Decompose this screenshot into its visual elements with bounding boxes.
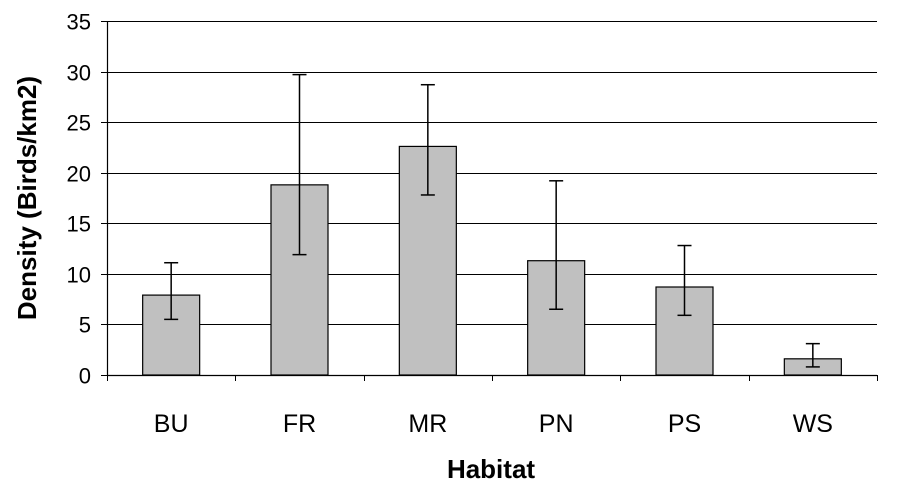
x-tick-label: FR — [283, 410, 316, 438]
x-tick-label: PS — [668, 410, 701, 438]
x-axis-title: Habitat — [447, 454, 535, 484]
y-tick-label: 10 — [67, 263, 91, 288]
error-bars — [164, 73, 820, 368]
axis-ticks — [101, 21, 878, 381]
y-tick-label: 25 — [67, 111, 91, 136]
x-tick-label: BU — [154, 410, 189, 438]
x-tick-label: MR — [408, 410, 447, 438]
axes — [106, 21, 877, 377]
grid-lines — [107, 21, 877, 325]
x-tick-labels: BU FR MR PN PS WS — [154, 410, 833, 438]
y-tick-labels: 0 5 10 15 20 25 30 35 — [67, 10, 91, 389]
y-tick-label: 20 — [67, 162, 91, 187]
y-tick-label: 5 — [79, 313, 91, 338]
y-tick-label: 35 — [67, 10, 91, 35]
x-tick-label: PN — [539, 410, 574, 438]
bars — [142, 145, 842, 376]
x-tick-label: WS — [793, 410, 833, 438]
y-tick-label: 15 — [67, 212, 91, 237]
y-tick-label: 0 — [79, 364, 91, 389]
y-tick-label: 30 — [67, 61, 91, 86]
y-axis-title: Density (Birds/km2) — [12, 76, 42, 320]
